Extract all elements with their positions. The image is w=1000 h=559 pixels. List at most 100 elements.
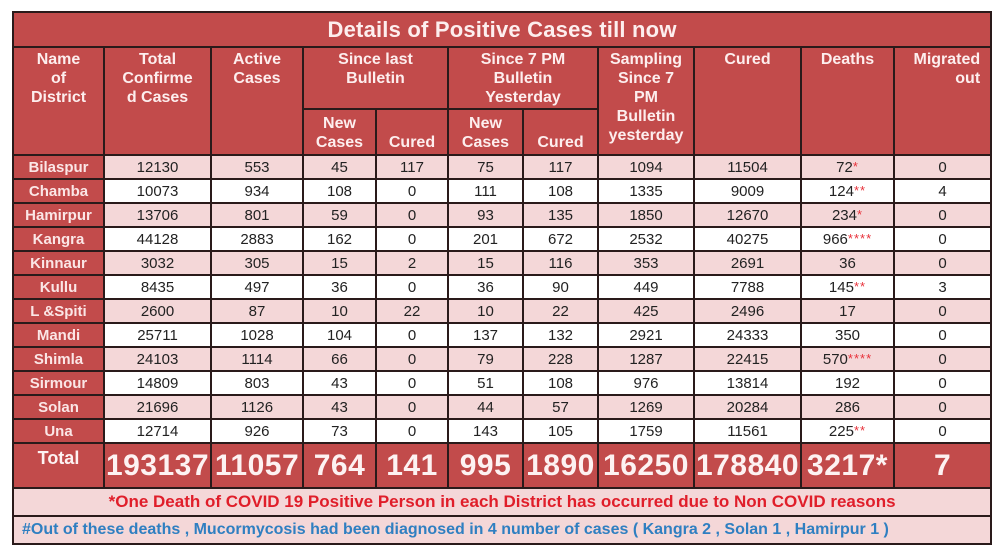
- slb-cured-cell: 117: [375, 154, 449, 180]
- s7-cured-cell: 57: [522, 394, 599, 420]
- total-migrated: 7: [892, 442, 993, 489]
- slb-cured-cell: 0: [375, 322, 449, 348]
- slb-cured-cell: 0: [375, 418, 449, 444]
- asterisk-icon: *: [856, 206, 864, 222]
- active-cases-cell: 803: [210, 370, 304, 396]
- total-confirmed-cell: 13706: [103, 202, 212, 228]
- header-cured: Cured: [693, 46, 802, 156]
- slb-new-cases-cell: 15: [302, 250, 377, 276]
- slb-cured-cell: 0: [375, 274, 449, 300]
- covid-cases-table-container: Details of Positive Cases till now Name …: [11, 11, 993, 545]
- s7-cured-cell: 116: [522, 250, 599, 276]
- deaths-value: 36: [839, 254, 856, 272]
- migrated-cell: 0: [892, 370, 993, 396]
- sampling-cell: 1759: [597, 418, 695, 444]
- table-row: Kullu 8435 497 36 0 36 90 449 7788 145**…: [12, 274, 993, 300]
- deaths-cell: 966****: [800, 226, 895, 252]
- table-row: Kangra 44128 2883 162 0 201 672 2532 402…: [12, 226, 993, 252]
- total-confirmed-cell: 12130: [103, 154, 212, 180]
- s7-cured-cell: 117: [522, 154, 599, 180]
- s7-cured-cell: 132: [522, 322, 599, 348]
- slb-cured-cell: 0: [375, 394, 449, 420]
- header-since-7pm-bulletin: Since 7 PM Bulletin Yesterday: [447, 46, 599, 110]
- sampling-cell: 1287: [597, 346, 695, 372]
- total-confirmed-cell: 8435: [103, 274, 212, 300]
- active-cases-cell: 926: [210, 418, 304, 444]
- district-name: Shimla: [12, 346, 105, 372]
- active-cases-cell: 553: [210, 154, 304, 180]
- migrated-cell: 0: [892, 394, 993, 420]
- slb-new-cases-cell: 162: [302, 226, 377, 252]
- deaths-cell: 234*: [800, 202, 895, 228]
- asterisk-icon: **: [853, 182, 867, 198]
- total-confirmed-cell: 24103: [103, 346, 212, 372]
- deaths-cell: 225**: [800, 418, 895, 444]
- header-slb-cured: Cured: [375, 108, 449, 156]
- total-confirmed-cell: 3032: [103, 250, 212, 276]
- cured-cell: 13814: [693, 370, 802, 396]
- cured-cell: 2691: [693, 250, 802, 276]
- deaths-value: 286: [834, 398, 861, 416]
- active-cases-cell: 2883: [210, 226, 304, 252]
- deaths-value: 570: [822, 350, 848, 368]
- district-name: Kangra: [12, 226, 105, 252]
- slb-cured-cell: 0: [375, 226, 449, 252]
- migrated-cell: 0: [892, 250, 993, 276]
- total-sampling: 16250: [597, 442, 695, 489]
- sampling-cell: 2532: [597, 226, 695, 252]
- header-slb-new-cases: New Cases: [302, 108, 377, 156]
- district-name: Una: [12, 418, 105, 444]
- sampling-cell: 1269: [597, 394, 695, 420]
- s7-cured-cell: 228: [522, 346, 599, 372]
- cured-cell: 11561: [693, 418, 802, 444]
- district-name: Hamirpur: [12, 202, 105, 228]
- sampling-cell: 449: [597, 274, 695, 300]
- asterisk-icon: ****: [847, 350, 873, 366]
- active-cases-cell: 305: [210, 250, 304, 276]
- header-s7-new-cases: New Cases: [447, 108, 524, 156]
- header-sampling: Sampling Since 7 PM Bulletin yesterday: [597, 46, 695, 156]
- total-slb-new: 764: [302, 442, 377, 489]
- cured-cell: 40275: [693, 226, 802, 252]
- slb-new-cases-cell: 45: [302, 154, 377, 180]
- district-name: Kinnaur: [12, 250, 105, 276]
- asterisk-icon: ****: [847, 230, 873, 246]
- sampling-cell: 425: [597, 298, 695, 324]
- cured-cell: 24333: [693, 322, 802, 348]
- total-s7-new: 995: [447, 442, 524, 489]
- table-row: Mandi 25711 1028 104 0 137 132 2921 2433…: [12, 322, 993, 348]
- total-confirmed-cell: 14809: [103, 370, 212, 396]
- slb-cured-cell: 0: [375, 178, 449, 204]
- deaths-cell: 124**: [800, 178, 895, 204]
- s7-new-cases-cell: 51: [447, 370, 524, 396]
- header-total-confirmed: Total Confirme d Cases: [103, 46, 212, 156]
- migrated-cell: 0: [892, 202, 993, 228]
- total-confirmed-cell: 44128: [103, 226, 212, 252]
- s7-new-cases-cell: 15: [447, 250, 524, 276]
- district-name: Chamba: [12, 178, 105, 204]
- district-name: Solan: [12, 394, 105, 420]
- s7-cured-cell: 108: [522, 178, 599, 204]
- total-label: Total: [12, 442, 105, 489]
- cured-cell: 9009: [693, 178, 802, 204]
- slb-new-cases-cell: 66: [302, 346, 377, 372]
- s7-new-cases-cell: 111: [447, 178, 524, 204]
- active-cases-cell: 1126: [210, 394, 304, 420]
- district-name: Bilaspur: [12, 154, 105, 180]
- active-cases-cell: 934: [210, 178, 304, 204]
- total-confirmed-cell: 12714: [103, 418, 212, 444]
- total-confirmed-cell: 21696: [103, 394, 212, 420]
- s7-new-cases-cell: 44: [447, 394, 524, 420]
- asterisk-icon: **: [853, 422, 867, 438]
- table-row: Una 12714 926 73 0 143 105 1759 11561 22…: [12, 418, 993, 444]
- district-name: Sirmour: [12, 370, 105, 396]
- table-row: L &Spiti 2600 87 10 22 10 22 425 2496 17…: [12, 298, 993, 324]
- slb-cured-cell: 2: [375, 250, 449, 276]
- s7-new-cases-cell: 143: [447, 418, 524, 444]
- slb-cured-cell: 0: [375, 370, 449, 396]
- header-migrated-out: Migrated out: [892, 46, 993, 156]
- deaths-value: 124: [828, 182, 854, 200]
- total-s7-cured: 1890: [522, 442, 599, 489]
- cured-cell: 22415: [693, 346, 802, 372]
- deaths-cell: 570****: [800, 346, 895, 372]
